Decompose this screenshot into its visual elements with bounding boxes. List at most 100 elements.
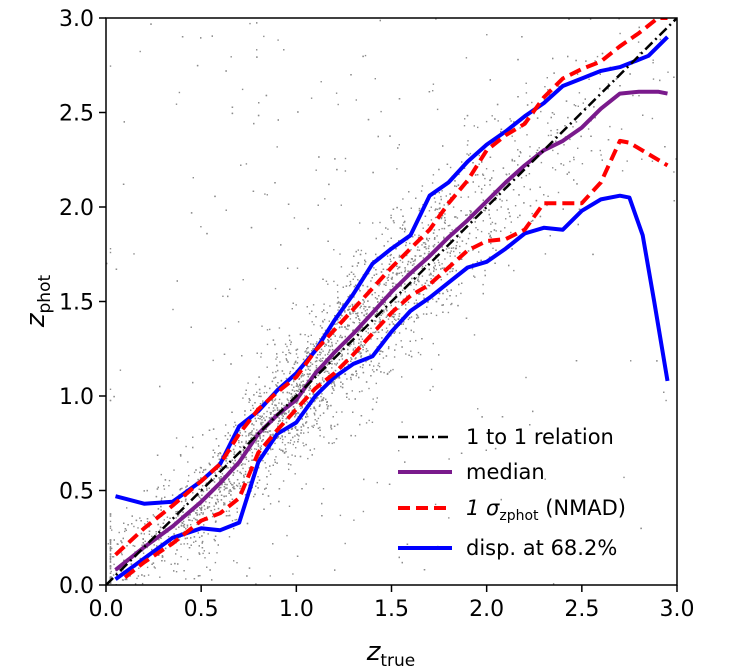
- scatter-point: [390, 217, 392, 219]
- scatter-point: [225, 457, 228, 460]
- scatter-point: [306, 379, 308, 382]
- scatter-point: [276, 356, 278, 358]
- scatter-point: [154, 534, 157, 536]
- scatter-point: [229, 500, 231, 503]
- scatter-point: [286, 417, 288, 420]
- scatter-point: [470, 210, 472, 213]
- scatter-point: [381, 351, 384, 353]
- scatter-point: [651, 117, 654, 120]
- scatter-point: [360, 352, 362, 354]
- scatter-point: [307, 427, 309, 429]
- scatter-point: [177, 514, 180, 516]
- scatter-point: [223, 486, 226, 488]
- scatter-point: [208, 487, 210, 489]
- scatter-point: [286, 391, 289, 394]
- scatter-point: [266, 329, 269, 331]
- scatter-point: [441, 215, 444, 217]
- scatter-point: [416, 317, 418, 319]
- scatter-point: [364, 310, 367, 312]
- scatter-point: [217, 501, 219, 503]
- scatter-point: [393, 332, 395, 334]
- scatter-point: [337, 301, 340, 303]
- scatter-point: [161, 555, 164, 557]
- scatter-point: [508, 264, 510, 267]
- scatter-point: [546, 77, 548, 79]
- scatter-point: [337, 377, 339, 379]
- scatter-point: [467, 237, 470, 240]
- scatter-point: [258, 395, 260, 397]
- scatter-point: [251, 459, 253, 461]
- scatter-point: [219, 478, 221, 480]
- scatter-point: [184, 537, 187, 540]
- scatter-point: [428, 274, 431, 276]
- scatter-point: [313, 400, 315, 403]
- scatter-point: [200, 467, 202, 469]
- scatter-point: [305, 443, 307, 446]
- scatter-point: [563, 144, 565, 146]
- scatter-point: [260, 416, 263, 418]
- scatter-point: [264, 193, 266, 195]
- scatter-point: [273, 377, 275, 379]
- scatter-point: [413, 320, 415, 323]
- scatter-point: [444, 258, 446, 260]
- scatter-point: [266, 366, 268, 368]
- scatter-point: [351, 303, 354, 306]
- scatter-point: [357, 279, 359, 281]
- scatter-point: [126, 545, 128, 547]
- scatter-point: [376, 310, 378, 313]
- scatter-point: [355, 312, 357, 315]
- scatter-point: [295, 304, 297, 306]
- scatter-point: [296, 390, 299, 392]
- scatter-point: [302, 442, 304, 444]
- scatter-point: [441, 246, 443, 248]
- scatter-point: [287, 361, 289, 363]
- scatter-point: [469, 152, 472, 155]
- scatter-point: [246, 575, 248, 577]
- scatter-point: [548, 94, 551, 96]
- scatter-point: [473, 275, 475, 277]
- scatter-point: [212, 456, 214, 458]
- scatter-point: [318, 405, 321, 407]
- scatter-point: [309, 373, 311, 375]
- scatter-point: [578, 92, 581, 94]
- scatter-point: [364, 306, 367, 308]
- scatter-point: [399, 259, 402, 262]
- scatter-point: [456, 217, 459, 219]
- scatter-point: [383, 311, 385, 313]
- scatter-point: [489, 235, 491, 238]
- scatter-point: [550, 134, 552, 136]
- scatter-point: [409, 340, 411, 342]
- scatter-point: [359, 222, 361, 224]
- scatter-point: [477, 408, 479, 410]
- scatter-point: [315, 356, 317, 359]
- scatter-point: [156, 545, 158, 547]
- scatter-point: [386, 315, 388, 317]
- scatter-point: [398, 450, 400, 452]
- scatter-point: [293, 378, 295, 381]
- scatter-point: [227, 515, 229, 517]
- scatter-point: [308, 312, 311, 315]
- scatter-point: [337, 103, 339, 106]
- scatter-point: [271, 399, 273, 401]
- scatter-point: [175, 553, 177, 555]
- scatter-point: [386, 255, 389, 257]
- scatter-point: [280, 379, 283, 382]
- scatter-point: [240, 164, 242, 166]
- x-tick-label: 1.0: [279, 597, 314, 622]
- scatter-point: [258, 102, 260, 104]
- scatter-point: [157, 523, 160, 526]
- scatter-point: [294, 361, 296, 364]
- scatter-point: [401, 561, 403, 564]
- scatter-point: [319, 325, 322, 327]
- scatter-point: [312, 426, 314, 428]
- scatter-point: [154, 567, 156, 569]
- scatter-point: [394, 331, 396, 333]
- scatter-point: [321, 360, 323, 362]
- scatter-point: [449, 193, 451, 195]
- scatter-point: [196, 514, 198, 516]
- scatter-point: [270, 434, 272, 436]
- scatter-point: [547, 134, 550, 137]
- scatter-point: [180, 556, 182, 558]
- scatter-point: [262, 435, 265, 437]
- scatter-point: [151, 535, 153, 537]
